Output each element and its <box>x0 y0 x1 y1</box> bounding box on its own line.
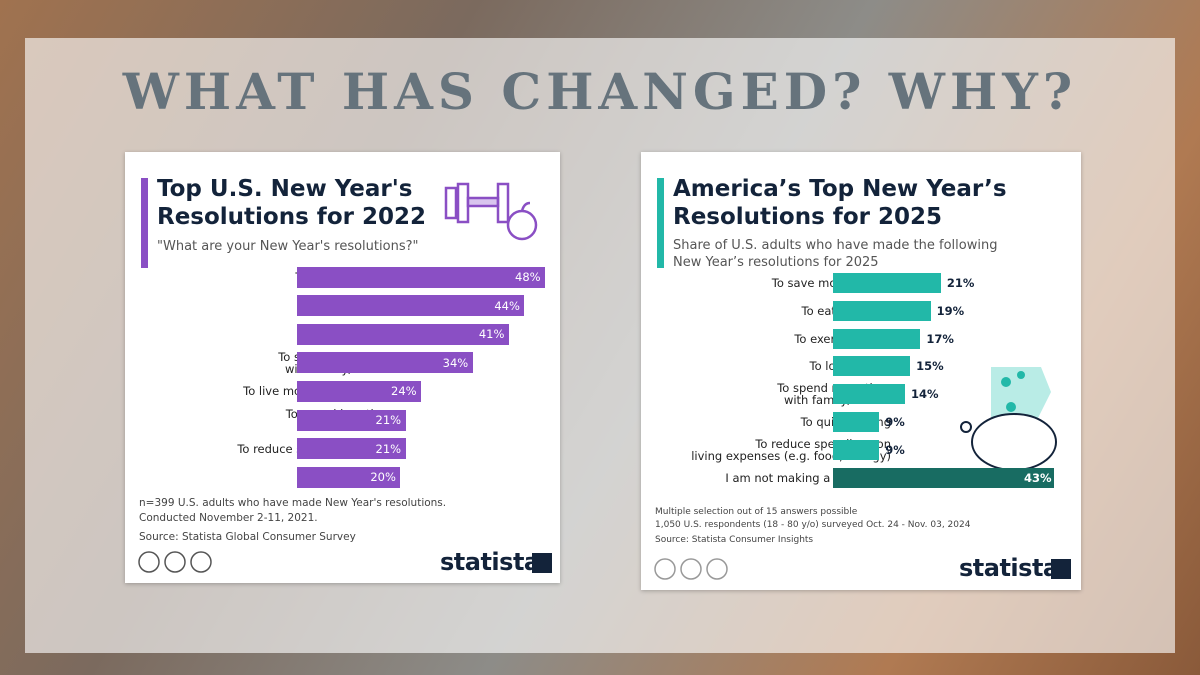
value-label: 24% <box>391 384 417 399</box>
chart-card: America’s Top New Year’s Resolutions for… <box>641 152 1081 590</box>
value-label: 44% <box>494 298 520 313</box>
piggy-icon <box>960 367 1057 471</box>
chart-title: Top U.S. New Year's Resolutions for 2022 <box>157 176 426 230</box>
slide-title: WHAT HAS CHANGED? WHY? <box>122 62 1078 121</box>
bar <box>833 300 931 321</box>
bar <box>297 266 545 288</box>
note: 1,050 U.S. respondents (18 - 80 y/o) sur… <box>655 520 971 530</box>
bar <box>833 439 880 460</box>
note: n=399 U.S. adults who have made New Year… <box>139 497 447 509</box>
value-label: 14% <box>910 387 939 402</box>
accent-bar <box>657 178 664 268</box>
bar <box>833 328 921 349</box>
value-label: 20% <box>370 470 396 485</box>
source: Source: Statista Consumer Insights <box>655 535 814 545</box>
bar <box>833 412 880 432</box>
bar <box>297 380 421 402</box>
license-icons <box>654 558 728 580</box>
bar <box>297 295 525 317</box>
chart-subtitle: Share of U.S. adults who have made the f… <box>673 238 998 270</box>
value-label: 34% <box>442 355 469 370</box>
bar <box>833 384 905 405</box>
note: Multiple selection out of 15 answers pos… <box>655 507 858 517</box>
bar <box>297 438 406 460</box>
value-label: 15% <box>916 359 944 374</box>
bar <box>833 356 911 377</box>
value-label: 43% <box>1024 470 1052 485</box>
accent-bar <box>141 178 148 268</box>
value-label: 41% <box>478 327 505 342</box>
source: Source: Statista Global Consumer Survey <box>139 531 356 543</box>
chart-subtitle: "What are your New Year's resolutions?" <box>157 239 419 254</box>
chart-title: America’s Top New Year’s Resolutions for… <box>673 176 1007 230</box>
bar <box>833 467 1054 488</box>
license-icons <box>138 551 212 573</box>
brand-logo: statista <box>959 554 1059 582</box>
brand-mark <box>532 553 552 573</box>
value-label: 9% <box>885 415 905 429</box>
value-label: 21% <box>946 276 975 290</box>
chart-card: Top U.S. New Year's Resolutions for 2022… <box>125 152 560 583</box>
value-label: 9% <box>885 442 905 457</box>
note: Conducted November 2-11, 2021. <box>139 512 318 524</box>
bar <box>833 273 941 293</box>
value-label: 21% <box>375 413 402 427</box>
fitness-icon <box>444 182 538 241</box>
value-label: 17% <box>926 331 954 346</box>
value-label: 21% <box>375 441 402 456</box>
brand-mark <box>1051 559 1071 579</box>
bar <box>297 466 401 488</box>
value-label: 48% <box>515 270 541 284</box>
value-label: 19% <box>936 303 965 318</box>
brand-logo: statista <box>440 548 540 576</box>
bar <box>297 352 473 374</box>
bar <box>297 323 509 345</box>
bar <box>297 409 406 431</box>
